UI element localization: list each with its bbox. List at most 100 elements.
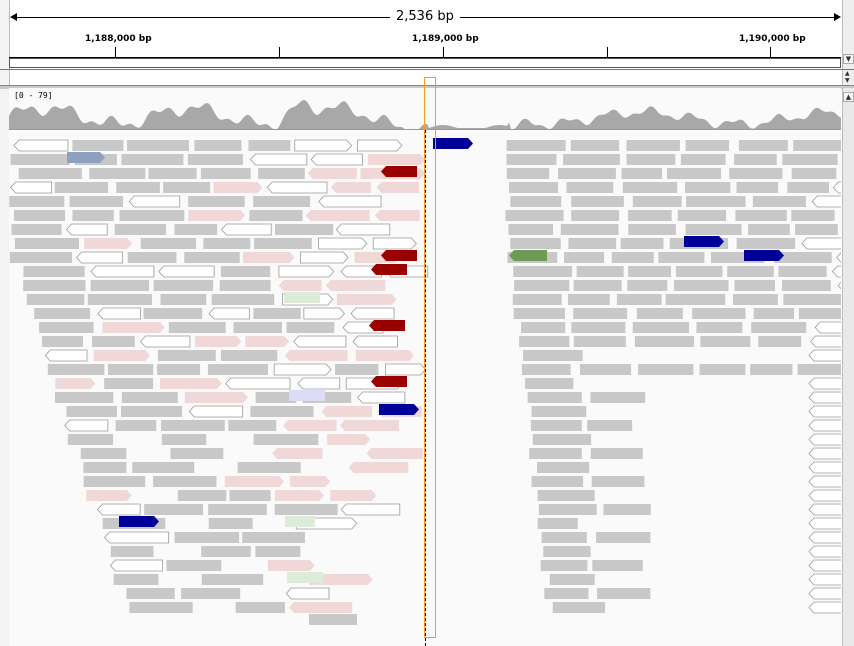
- aligned-read[interactable]: [787, 182, 830, 193]
- aligned-read[interactable]: [93, 350, 151, 361]
- aligned-read[interactable]: [628, 210, 672, 221]
- aligned-read[interactable]: [184, 252, 240, 263]
- aligned-read[interactable]: [808, 349, 841, 362]
- aligned-read[interactable]: [300, 251, 349, 264]
- aligned-read[interactable]: [115, 420, 157, 431]
- aligned-read[interactable]: [211, 294, 275, 305]
- aligned-read[interactable]: [791, 168, 837, 179]
- aligned-read[interactable]: [13, 139, 69, 152]
- aligned-read[interactable]: [188, 210, 246, 221]
- aligned-read[interactable]: [194, 140, 242, 151]
- aligned-read[interactable]: [732, 294, 778, 305]
- aligned-read[interactable]: [121, 406, 183, 417]
- aligned-read[interactable]: [107, 364, 154, 375]
- aligned-read[interactable]: [188, 196, 245, 207]
- aligned-read[interactable]: [18, 168, 82, 179]
- aligned-read[interactable]: [278, 280, 322, 291]
- aligned-read[interactable]: [793, 140, 841, 151]
- aligned-read[interactable]: [330, 182, 372, 193]
- aligned-read[interactable]: [531, 476, 584, 487]
- aligned-read[interactable]: [90, 265, 155, 278]
- aligned-read[interactable]: [250, 406, 314, 417]
- aligned-read[interactable]: [87, 294, 152, 305]
- aligned-read[interactable]: [274, 224, 334, 235]
- triangle-down-icon[interactable]: ▼: [843, 54, 854, 64]
- aligned-read[interactable]: [808, 391, 841, 404]
- aligned-read[interactable]: [798, 308, 841, 319]
- aligned-read[interactable]: [325, 280, 386, 291]
- aligned-read[interactable]: [121, 154, 184, 165]
- aligned-read[interactable]: [249, 210, 303, 221]
- aligned-read[interactable]: [67, 434, 114, 445]
- aligned-read[interactable]: [266, 181, 328, 194]
- aligned-read[interactable]: [72, 140, 124, 151]
- aligned-read[interactable]: [254, 238, 312, 249]
- aligned-read[interactable]: [628, 266, 672, 277]
- aligned-read[interactable]: [14, 238, 80, 249]
- aligned-read[interactable]: [220, 266, 271, 277]
- aligned-read[interactable]: [310, 153, 363, 166]
- aligned-read[interactable]: [808, 517, 841, 530]
- aligned-read[interactable]: [321, 406, 372, 417]
- aligned-read[interactable]: [587, 420, 633, 431]
- aligned-read[interactable]: [571, 210, 620, 221]
- aligned-read[interactable]: [727, 266, 774, 277]
- triangle-down-icon[interactable]: ▼: [845, 77, 850, 84]
- aligned-read[interactable]: [116, 182, 160, 193]
- aligned-read[interactable]: [113, 574, 159, 585]
- aligned-read[interactable]: [39, 322, 94, 333]
- aligned-read[interactable]: [140, 238, 197, 249]
- aligned-read[interactable]: [573, 308, 628, 319]
- aligned-read[interactable]: [537, 490, 595, 501]
- aligned-read[interactable]: [161, 420, 225, 431]
- aligned-read[interactable]: [90, 280, 150, 291]
- aligned-read[interactable]: [126, 140, 189, 151]
- aligned-read[interactable]: [54, 182, 109, 193]
- aligned-read[interactable]: [297, 377, 341, 390]
- aligned-read[interactable]: [782, 154, 838, 165]
- aligned-read[interactable]: [177, 490, 227, 501]
- aligned-read[interactable]: [801, 237, 841, 250]
- panel-divider[interactable]: [0, 69, 854, 70]
- ruler-scrollbar[interactable]: ▼: [842, 0, 854, 70]
- aligned-read[interactable]: [808, 601, 841, 614]
- aligned-read[interactable]: [305, 210, 370, 221]
- aligned-read[interactable]: [371, 376, 407, 387]
- aligned-read[interactable]: [622, 182, 678, 193]
- aligned-read[interactable]: [303, 307, 345, 320]
- aligned-read[interactable]: [510, 196, 562, 207]
- aligned-read[interactable]: [91, 336, 135, 347]
- aligned-read[interactable]: [285, 516, 315, 527]
- aligned-read[interactable]: [537, 518, 578, 529]
- aligned-read[interactable]: [808, 531, 841, 544]
- aligned-read[interactable]: [290, 476, 331, 487]
- aligned-read[interactable]: [69, 196, 124, 207]
- aligned-read[interactable]: [544, 588, 589, 599]
- aligned-read[interactable]: [626, 154, 676, 165]
- aligned-read[interactable]: [294, 139, 353, 152]
- aligned-read[interactable]: [10, 181, 53, 194]
- aligned-read[interactable]: [248, 140, 291, 151]
- aligned-read[interactable]: [350, 307, 395, 320]
- aligned-read[interactable]: [235, 602, 285, 613]
- aligned-read[interactable]: [80, 448, 127, 459]
- aligned-read[interactable]: [808, 503, 841, 516]
- aligned-read[interactable]: [200, 168, 251, 179]
- aligned-read[interactable]: [810, 335, 841, 348]
- aligned-read[interactable]: [119, 516, 159, 527]
- aligned-read[interactable]: [102, 322, 165, 333]
- aligned-read[interactable]: [274, 504, 338, 515]
- aligned-read[interactable]: [367, 154, 425, 165]
- aligned-read[interactable]: [23, 266, 85, 277]
- aligned-read[interactable]: [506, 168, 550, 179]
- aligned-read[interactable]: [758, 336, 802, 347]
- feature-scrollbar[interactable]: ▲ ▼: [842, 70, 854, 85]
- aligned-read[interactable]: [201, 546, 251, 557]
- aligned-read[interactable]: [592, 560, 643, 571]
- aligned-read[interactable]: [573, 336, 626, 347]
- aligned-read[interactable]: [160, 378, 222, 389]
- aligned-read[interactable]: [729, 168, 783, 179]
- aligned-read[interactable]: [836, 252, 841, 263]
- aligned-read[interactable]: [119, 210, 185, 221]
- aligned-read[interactable]: [267, 560, 315, 571]
